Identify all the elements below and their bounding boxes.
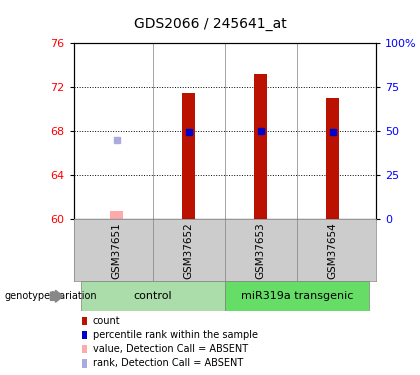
Text: GDS2066 / 245641_at: GDS2066 / 245641_at (134, 17, 286, 31)
Text: value, Detection Call = ABSENT: value, Detection Call = ABSENT (93, 344, 248, 354)
Text: control: control (134, 291, 172, 301)
Text: GSM37651: GSM37651 (112, 222, 122, 279)
Bar (225, 281, 369, 311)
Text: percentile rank within the sample: percentile rank within the sample (93, 330, 258, 340)
Text: miR319a transgenic: miR319a transgenic (241, 291, 353, 301)
Text: GSM37653: GSM37653 (256, 222, 266, 279)
Text: GSM37652: GSM37652 (184, 222, 194, 279)
Text: genotype/variation: genotype/variation (4, 291, 97, 301)
Bar (81, 281, 225, 311)
Bar (110, 211, 123, 219)
Text: GSM37654: GSM37654 (328, 222, 338, 279)
Bar (326, 98, 339, 219)
Bar (182, 93, 195, 219)
Text: rank, Detection Call = ABSENT: rank, Detection Call = ABSENT (93, 358, 243, 368)
Text: count: count (93, 316, 121, 326)
Bar (254, 74, 267, 219)
